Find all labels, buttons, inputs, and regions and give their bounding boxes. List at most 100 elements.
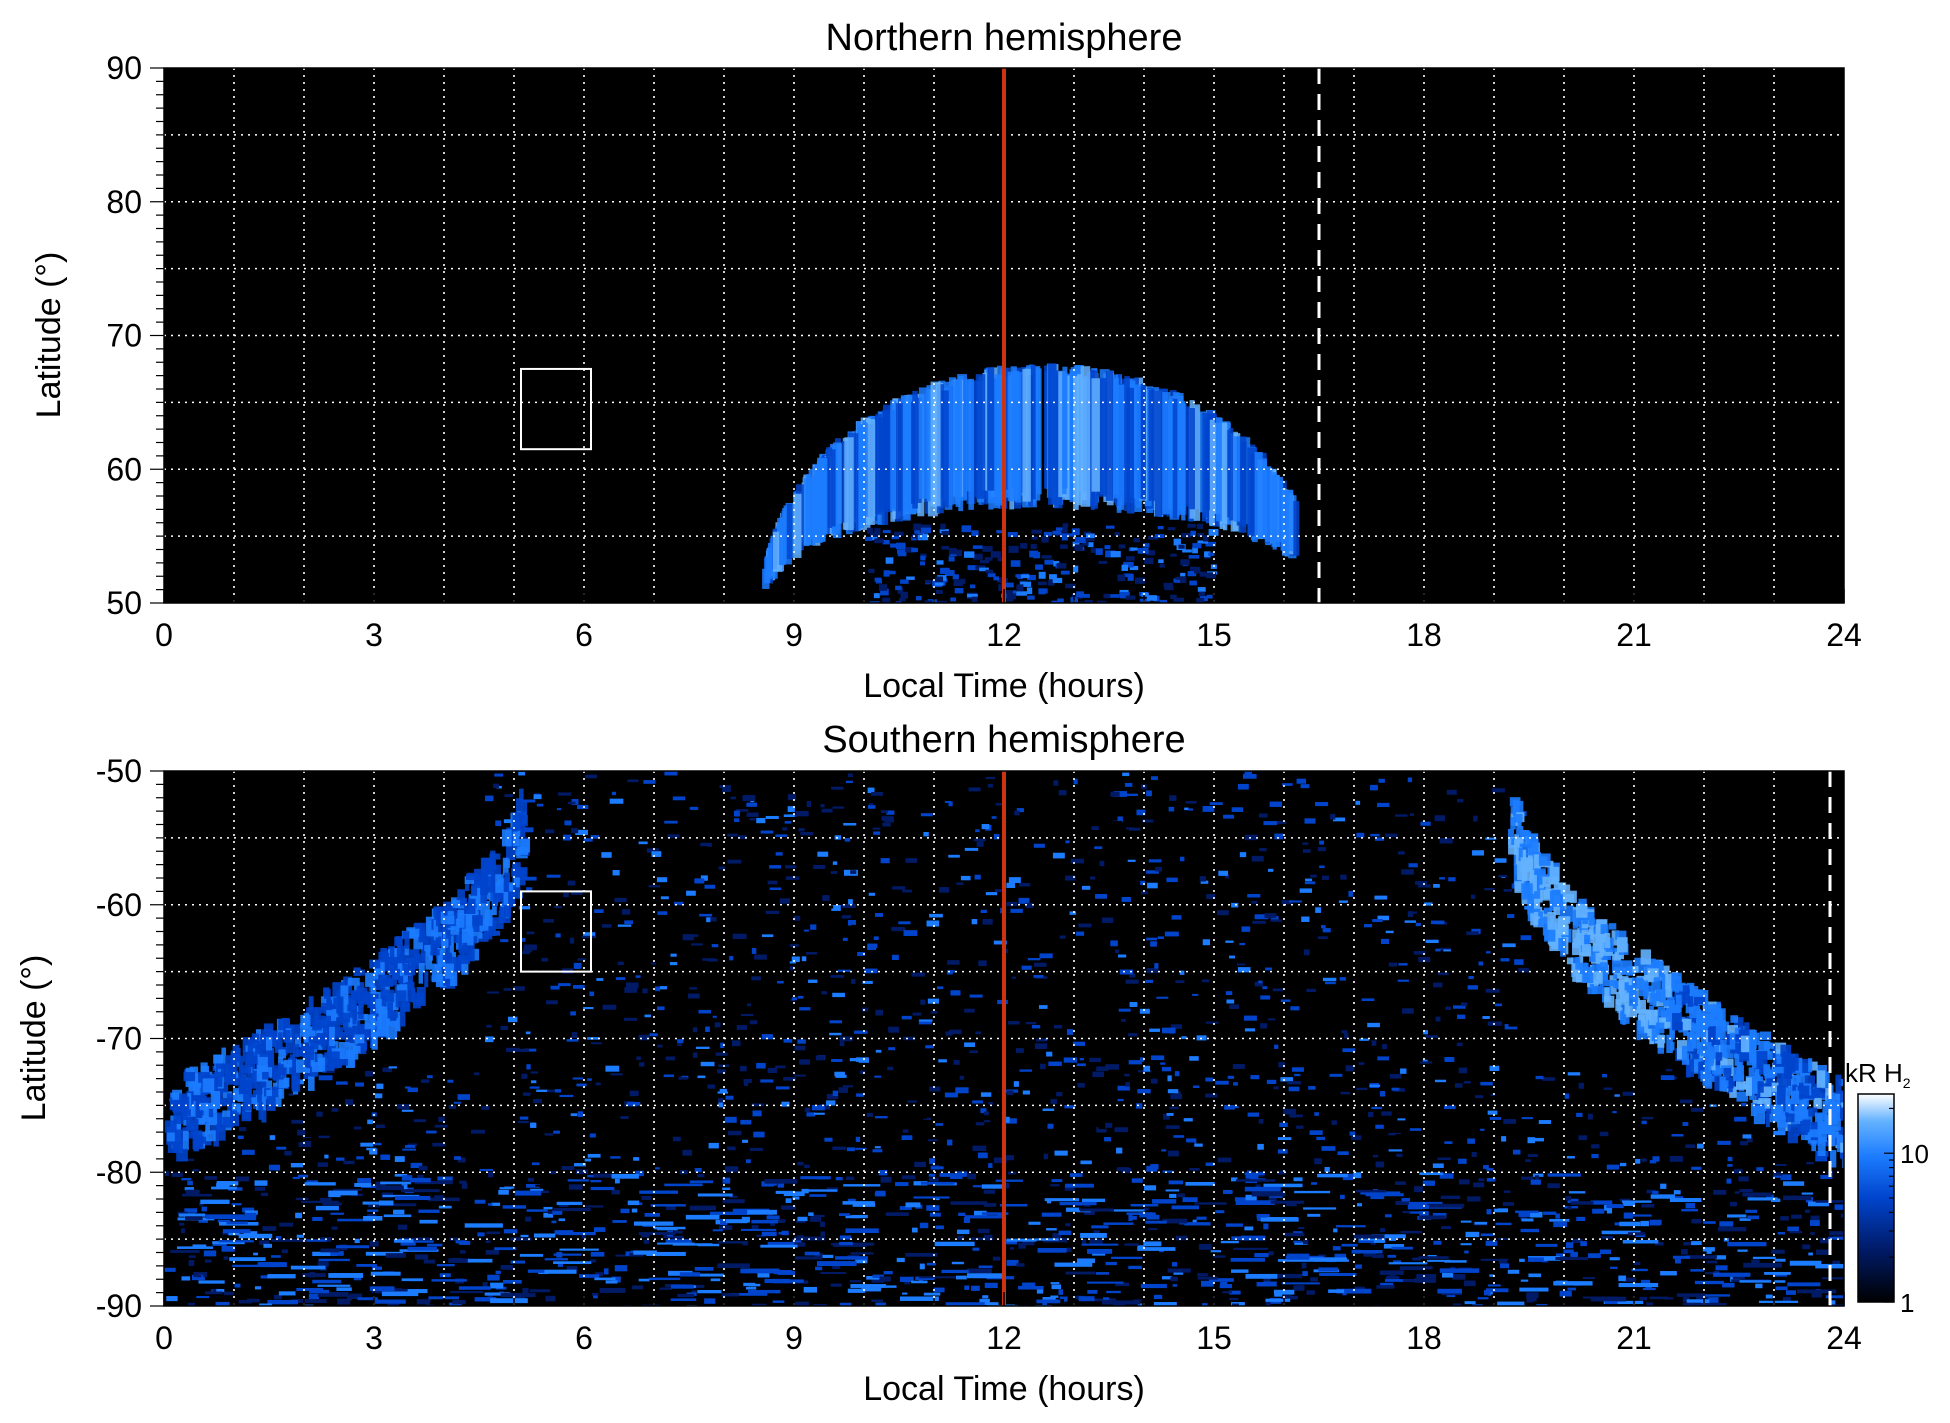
emission-speck bbox=[948, 801, 953, 807]
emission-speck bbox=[1424, 902, 1433, 906]
emission-streak bbox=[1236, 436, 1247, 526]
emission-speck bbox=[986, 1203, 997, 1207]
emission-speck bbox=[570, 827, 579, 834]
emission-speck bbox=[953, 1059, 960, 1065]
emission-speck bbox=[234, 1283, 241, 1288]
emission-speck bbox=[604, 1268, 609, 1275]
emission-speck bbox=[360, 1142, 374, 1147]
emission-streak bbox=[257, 1054, 268, 1074]
emission-speck bbox=[1669, 1156, 1683, 1162]
emission-streak bbox=[579, 1274, 600, 1278]
emission-speck bbox=[1180, 559, 1190, 566]
emission-speck bbox=[353, 1276, 362, 1281]
emission-speck bbox=[1808, 1252, 1813, 1256]
emission-streak bbox=[303, 1026, 315, 1037]
emission-speck bbox=[952, 574, 959, 580]
emission-speck bbox=[768, 838, 773, 843]
emission-speck bbox=[627, 779, 639, 783]
emission-streak bbox=[844, 437, 854, 531]
emission-speck bbox=[1196, 597, 1205, 603]
emission-speck bbox=[1094, 846, 1103, 850]
emission-speck bbox=[595, 1272, 604, 1277]
emission-streak bbox=[1666, 1034, 1673, 1054]
emission-streak bbox=[1240, 1235, 1266, 1241]
emission-speck bbox=[716, 1119, 723, 1124]
emission-speck bbox=[646, 848, 659, 853]
emission-speck bbox=[1407, 777, 1413, 783]
emission-speck bbox=[888, 1047, 896, 1051]
emission-streak bbox=[381, 1291, 419, 1297]
emission-speck bbox=[1251, 900, 1258, 904]
emission-speck bbox=[1314, 802, 1329, 807]
emission-speck bbox=[846, 1176, 855, 1180]
emission-speck bbox=[935, 589, 943, 595]
emission-speck bbox=[1317, 936, 1328, 940]
emission-speck bbox=[831, 786, 844, 790]
emission-streak bbox=[254, 1186, 266, 1191]
emission-streak bbox=[1285, 1201, 1297, 1207]
emission-speck bbox=[1065, 1223, 1071, 1227]
emission-speck bbox=[1458, 1158, 1467, 1164]
emission-streak bbox=[1251, 1191, 1286, 1197]
emission-streak bbox=[179, 1093, 188, 1110]
emission-speck bbox=[1497, 862, 1502, 868]
emission-speck bbox=[602, 936, 608, 942]
emission-speck bbox=[1050, 1282, 1060, 1285]
emission-streak bbox=[354, 1026, 359, 1040]
emission-streak bbox=[1622, 1202, 1636, 1206]
emission-streak bbox=[233, 1088, 239, 1101]
emission-speck bbox=[1259, 848, 1267, 852]
emission-speck bbox=[1480, 1135, 1491, 1138]
emission-speck bbox=[1501, 1136, 1507, 1142]
emission-streak bbox=[1358, 1238, 1386, 1243]
emission-speck bbox=[704, 1298, 716, 1304]
emission-speck bbox=[1050, 1184, 1060, 1187]
emission-streak bbox=[556, 1201, 583, 1206]
emission-streak bbox=[317, 1291, 349, 1297]
emission-speck bbox=[1801, 1192, 1813, 1195]
emission-speck bbox=[418, 1165, 428, 1171]
emission-speck bbox=[897, 1133, 903, 1137]
emission-streak bbox=[1485, 1288, 1509, 1293]
emission-speck bbox=[1158, 1158, 1167, 1161]
emission-speck bbox=[861, 1007, 869, 1012]
emission-speck bbox=[1339, 977, 1346, 981]
emission-streak bbox=[1615, 951, 1621, 961]
emission-speck bbox=[215, 1301, 230, 1306]
emission-streak bbox=[1665, 973, 1672, 990]
y-tick-label: 90 bbox=[106, 50, 142, 86]
emission-speck bbox=[984, 1120, 991, 1123]
emission-speck bbox=[1314, 1112, 1319, 1116]
emission-speck bbox=[697, 1075, 706, 1079]
emission-speck bbox=[874, 1075, 882, 1078]
emission-speck bbox=[1789, 1222, 1800, 1228]
emission-streak bbox=[1744, 1022, 1750, 1037]
emission-speck bbox=[1165, 1125, 1180, 1129]
emission-speck bbox=[920, 555, 926, 561]
emission-streak bbox=[1220, 423, 1228, 525]
emission-streak bbox=[1183, 406, 1192, 507]
emission-speck bbox=[1164, 585, 1174, 591]
emission-speck bbox=[930, 1011, 938, 1014]
emission-speck bbox=[1393, 1260, 1402, 1264]
emission-speck bbox=[367, 1209, 379, 1212]
emission-streak bbox=[213, 1054, 224, 1064]
emission-speck bbox=[1121, 1168, 1132, 1173]
emission-speck bbox=[471, 1129, 486, 1134]
emission-speck bbox=[1201, 1303, 1208, 1306]
emission-speck bbox=[1060, 544, 1068, 549]
emission-speck bbox=[1388, 962, 1397, 967]
emission-speck bbox=[1345, 1065, 1355, 1072]
emission-speck bbox=[959, 1129, 970, 1136]
emission-speck bbox=[984, 1282, 998, 1289]
emission-speck bbox=[787, 806, 795, 813]
emission-streak bbox=[506, 827, 518, 846]
emission-streak bbox=[258, 1102, 264, 1120]
emission-streak bbox=[964, 1215, 1004, 1219]
emission-speck bbox=[1188, 808, 1194, 811]
emission-streak bbox=[200, 1199, 230, 1205]
emission-speck bbox=[500, 1264, 513, 1270]
emission-speck bbox=[1320, 925, 1326, 929]
emission-streak bbox=[1508, 837, 1517, 855]
emission-streak bbox=[1286, 1253, 1310, 1257]
